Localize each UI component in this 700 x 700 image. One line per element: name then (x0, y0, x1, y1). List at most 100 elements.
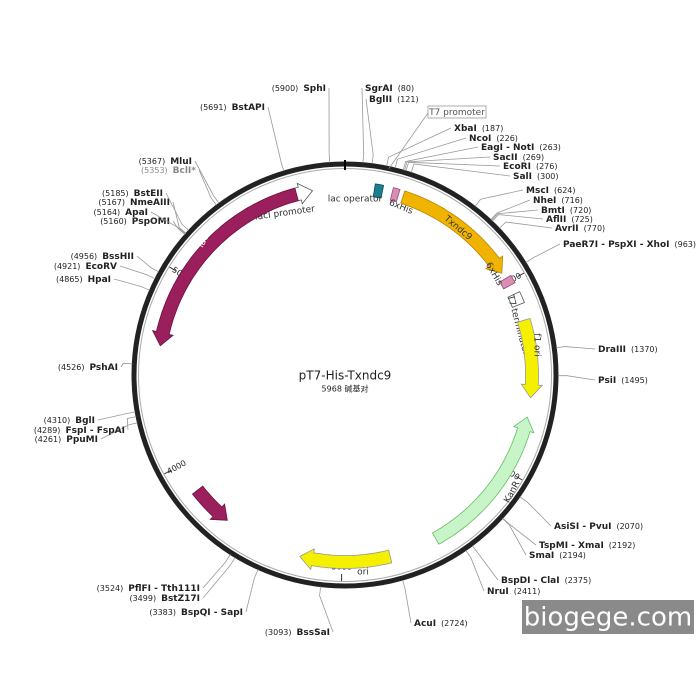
site-name: HpaI (88, 275, 111, 285)
site-label: (4865) HpaI (56, 275, 111, 285)
site-leader (194, 160, 220, 204)
site-name: EagI - NotI (481, 143, 534, 153)
site-position: (2192) (609, 541, 636, 550)
feature-label: f1 ori (532, 333, 542, 356)
plasmid-name: pT7-His-Txndc9 (299, 369, 392, 383)
site-leader (365, 98, 374, 164)
site-name: EcoRV (85, 262, 117, 272)
site-position: (269) (523, 153, 545, 162)
site-position: (4289) (34, 426, 61, 435)
feature (400, 190, 504, 274)
site-label: (4289) FspI - FspAI (34, 426, 125, 436)
site-leader (328, 87, 331, 163)
scale-tick (517, 272, 525, 277)
site-label: XbaI (187) (454, 124, 503, 134)
site-label: DraIII (1370) (598, 345, 658, 355)
site-leader (319, 586, 334, 633)
site-position: (3499) (129, 594, 156, 603)
site-position: (80) (398, 84, 414, 93)
site-position: (5367) (139, 157, 166, 166)
site-position: (770) (584, 224, 606, 233)
site-leader (136, 255, 159, 273)
site-leader (404, 156, 491, 171)
site-position: (716) (561, 196, 583, 205)
site-label: EcoRI (276) (503, 162, 557, 172)
site-position: (4310) (44, 416, 71, 425)
site-leader (361, 87, 365, 163)
site-label: TspMI - XmaI (2192) (539, 541, 635, 551)
site-name: AvrII (555, 224, 579, 234)
site-name: NmeAIII (130, 198, 170, 208)
site-position: (187) (482, 124, 504, 133)
feature (372, 183, 385, 199)
site-position: (5164) (94, 208, 121, 217)
site-name: MscI (526, 186, 549, 196)
site-label: (5185) BstEII (102, 189, 163, 199)
site-leader (202, 554, 231, 589)
site-position: (5900) (272, 84, 299, 93)
site-label: BmtI (720) (541, 206, 591, 216)
site-leader (97, 411, 136, 421)
site-name: NcoI (469, 134, 491, 144)
site-label: SacII (269) (493, 153, 544, 163)
scale-tick (169, 266, 176, 272)
site-label: (4921) EcoRV (54, 262, 117, 272)
site-leader (557, 375, 596, 381)
site-position: (3093) (265, 628, 292, 637)
site-position: (4526) (58, 363, 85, 372)
site-name: SacII (493, 153, 518, 163)
site-leader (120, 362, 133, 368)
site-leader (100, 422, 138, 440)
feature-label: ori (357, 568, 369, 578)
site-name: AcuI (414, 619, 436, 629)
site-name: BspDI - ClaI (501, 576, 560, 586)
feature (499, 274, 516, 290)
site-position: (4921) (54, 262, 81, 271)
site-leader (491, 209, 539, 221)
site-name: BstEII (134, 189, 163, 199)
site-name: NheI (533, 196, 556, 206)
site-label: (3499) BstZ17I (129, 594, 200, 604)
site-name: BglI (75, 416, 95, 426)
site-position: (5353) (141, 166, 168, 175)
site-leader (499, 221, 553, 229)
site-position: (1495) (621, 376, 648, 385)
site-label: (5167) NmeAIII (98, 198, 170, 208)
site-leader (172, 220, 186, 235)
feature (299, 548, 393, 571)
feature (191, 485, 228, 521)
site-label: (3383) BspQI - SapI (149, 608, 243, 618)
site-name: PflFI - Tth111I (128, 584, 200, 594)
site-position: (5160) (100, 217, 127, 226)
site-name: PsiI (598, 376, 616, 386)
site-label: AsiSI - PvuI (2070) (554, 522, 643, 532)
site-name: BstZ17I (161, 594, 200, 604)
site-position: (300) (537, 172, 559, 181)
site-leader (165, 192, 189, 231)
site-label: PsiI (1495) (598, 376, 648, 386)
site-name: NruI (487, 587, 509, 597)
callout-box (427, 105, 487, 119)
site-label: SmaI (2194) (529, 551, 586, 561)
site-position: (624) (554, 186, 576, 195)
site-leader (556, 346, 596, 350)
site-label: SgrAI (80) (365, 84, 414, 94)
site-name: SphI (303, 84, 326, 94)
site-position: (725) (571, 215, 593, 224)
site-name: AsiSI - PvuI (554, 522, 611, 532)
site-leader (113, 278, 150, 291)
site-name: BglII (369, 95, 392, 105)
site-leader (245, 569, 259, 613)
site-leader (394, 137, 467, 169)
scale-tick (164, 470, 171, 475)
leader-line (388, 112, 429, 169)
site-label: (5367) MluI (139, 157, 192, 167)
site-leader (474, 189, 524, 207)
site-label: (3093) BssSaI (265, 628, 330, 638)
site-label: NcoI (226) (469, 134, 518, 144)
site-leader (410, 163, 511, 177)
site-position: (2070) (616, 522, 643, 531)
site-name: SalI (513, 172, 532, 182)
